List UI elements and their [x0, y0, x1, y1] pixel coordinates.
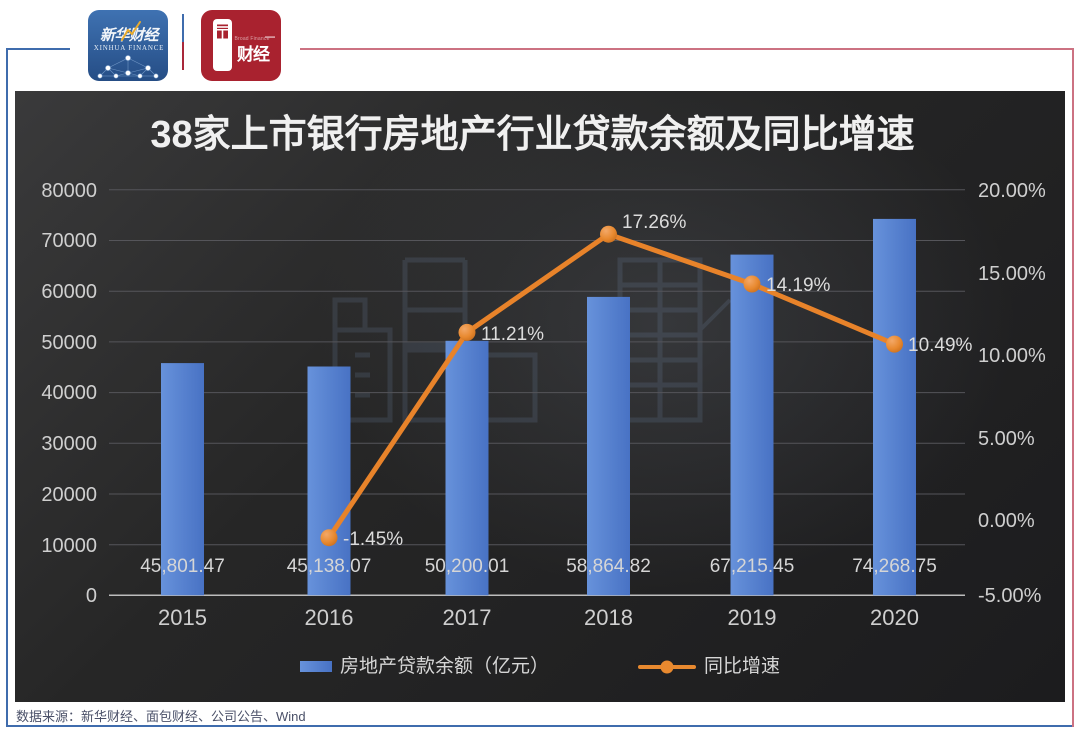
svg-text:20000: 20000 — [41, 484, 97, 506]
svg-text:10.00%: 10.00% — [978, 345, 1046, 367]
svg-text:15.00%: 15.00% — [978, 263, 1046, 285]
svg-text:0.00%: 0.00% — [978, 510, 1035, 532]
svg-text:同比增速: 同比增速 — [704, 655, 780, 677]
svg-text:10000: 10000 — [41, 535, 97, 557]
svg-text:40000: 40000 — [41, 382, 97, 404]
svg-text:5.00%: 5.00% — [978, 428, 1035, 450]
svg-text:45,801.47: 45,801.47 — [140, 556, 225, 577]
svg-text:14.19%: 14.19% — [766, 275, 831, 296]
svg-text:30000: 30000 — [41, 433, 97, 455]
svg-text:17.26%: 17.26% — [622, 212, 687, 233]
svg-text:2019: 2019 — [728, 605, 777, 630]
svg-text:-5.00%: -5.00% — [978, 585, 1042, 607]
svg-text:74,268.75: 74,268.75 — [852, 556, 937, 577]
svg-text:50000: 50000 — [41, 332, 97, 354]
svg-text:67,215.45: 67,215.45 — [710, 556, 795, 577]
svg-text:2015: 2015 — [158, 605, 207, 630]
svg-text:-1.45%: -1.45% — [343, 529, 403, 550]
svg-text:0: 0 — [86, 585, 97, 607]
svg-text:70000: 70000 — [41, 230, 97, 252]
svg-text:58,864.82: 58,864.82 — [566, 556, 651, 577]
svg-text:45,138.07: 45,138.07 — [287, 556, 372, 577]
svg-text:2020: 2020 — [870, 605, 919, 630]
svg-text:2018: 2018 — [584, 605, 633, 630]
svg-text:2017: 2017 — [443, 605, 492, 630]
svg-text:11.21%: 11.21% — [481, 324, 544, 345]
svg-text:80000: 80000 — [41, 180, 97, 202]
svg-text:50,200.01: 50,200.01 — [425, 556, 510, 577]
svg-text:10.49%: 10.49% — [908, 335, 973, 356]
svg-text:60000: 60000 — [41, 281, 97, 303]
svg-text:20.00%: 20.00% — [978, 180, 1046, 202]
svg-text:2016: 2016 — [305, 605, 354, 630]
svg-text:房地产贷款余额（亿元）: 房地产贷款余额（亿元） — [340, 655, 549, 677]
